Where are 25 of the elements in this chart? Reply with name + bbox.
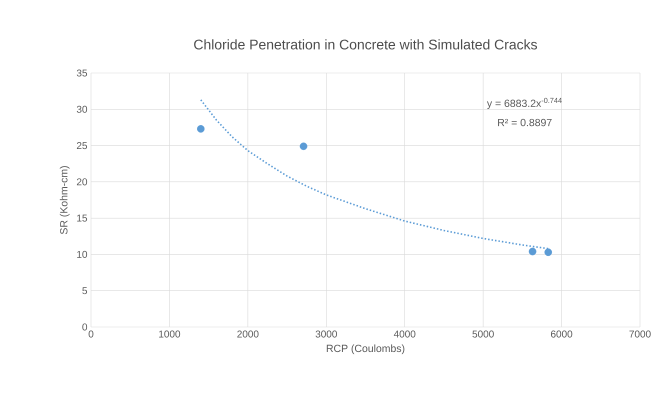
x-tick-label: 0 [88, 330, 94, 338]
chart-title: Chloride Penetration in Concrete with Simulated Cracks [194, 39, 538, 50]
point [544, 248, 552, 256]
x-tick-label: 3000 [316, 330, 337, 338]
y-tick-label: 35 [76, 69, 88, 77]
x-axis-title: RCP (Coulombs) [326, 344, 404, 354]
y-tick-label: 15 [77, 214, 88, 222]
annotation: y = 6883.2x$^{-0.744}$ [486, 98, 562, 110]
y-tick-label: 5 [82, 287, 88, 294]
x-tick-label: 4000 [394, 330, 416, 338]
y-tick-label: 25 [76, 142, 88, 150]
annotation: R² = 0.8897 [498, 118, 552, 126]
y-tick-label: 10 [77, 250, 88, 258]
y-axis-title: SR (Kohm-cm) [60, 166, 70, 234]
x-tick-label: 7000 [629, 330, 651, 338]
x-tick-label: 5000 [472, 330, 494, 338]
y-tick-label: 0 [82, 323, 88, 331]
y-tick-label: 20 [76, 178, 88, 186]
point [197, 125, 205, 133]
x-tick-label: 1000 [159, 330, 180, 338]
point [300, 142, 308, 150]
x-tick-label: 2000 [237, 330, 259, 338]
point [528, 248, 536, 256]
y-tick-label: 30 [76, 106, 88, 113]
x-tick-label: 6000 [550, 330, 572, 338]
